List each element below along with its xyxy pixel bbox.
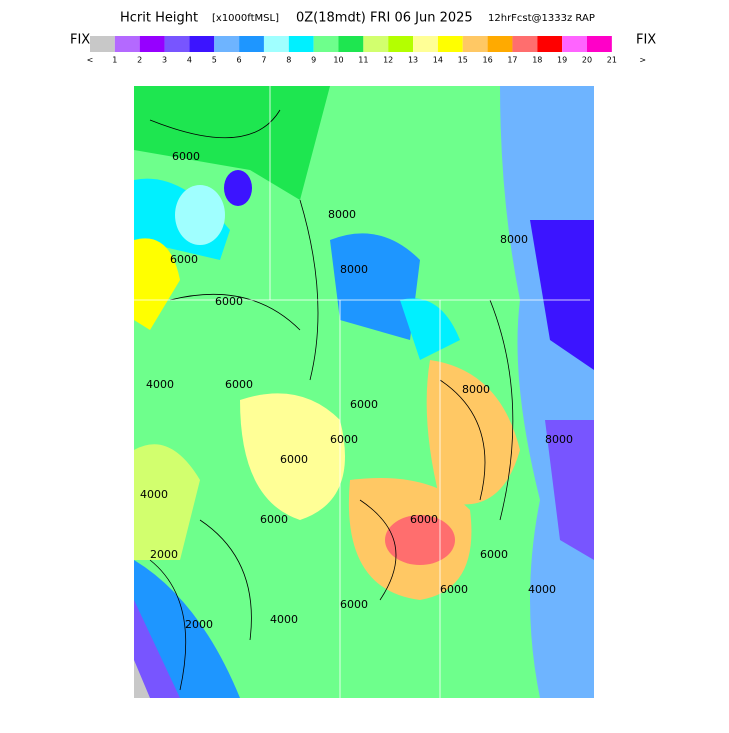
colorbar-swatch [214, 36, 240, 52]
contour-label: 4000 [146, 378, 174, 391]
contour-label: 6000 [340, 598, 368, 611]
colorbar-label: 10 [333, 56, 343, 65]
colorbar-label: 16 [483, 56, 493, 65]
fix-left: FIX [70, 33, 90, 48]
colorbar-label: 2 [137, 56, 142, 65]
contour-label: 6000 [280, 453, 308, 466]
colorbar-swatch [338, 36, 364, 52]
colorbar-swatch [437, 36, 463, 52]
colorbar-label: 4 [187, 56, 192, 65]
colorbar-label: 11 [358, 56, 368, 65]
colorbar-label: 14 [433, 56, 443, 65]
colorbar-swatch [462, 36, 488, 52]
colorbar-label: 21 [607, 56, 617, 65]
title-model: 12hrFcst@1333z RAP [488, 13, 595, 24]
colorbar-label: 19 [557, 56, 567, 65]
title-time: 0Z(18mdt) FRI 06 Jun 2025 [296, 11, 473, 26]
contour-label: 6000 [330, 433, 358, 446]
contour-label: 4000 [270, 613, 298, 626]
contour-label: 6000 [480, 548, 508, 561]
colorbar-swatch [512, 36, 538, 52]
contour-label: 8000 [545, 433, 573, 446]
colorbar-label: 13 [408, 56, 418, 65]
contour-label: 6000 [440, 583, 468, 596]
colorbar-swatch [239, 36, 264, 52]
colorbar-label: 17 [507, 56, 517, 65]
colorbar-label: 9 [311, 56, 316, 65]
colorbar-swatch [90, 36, 115, 52]
colorbar-label: 8 [286, 56, 291, 65]
contour-label: 2000 [150, 548, 178, 561]
colorbar-swatch [288, 36, 314, 52]
contour-label: 8000 [340, 263, 368, 276]
colorbar-label: < [87, 56, 94, 65]
contour-label: 6000 [215, 295, 243, 308]
colorbar-label: 18 [532, 56, 542, 65]
colorbar-swatch [114, 36, 140, 52]
contour-label: 6000 [350, 398, 378, 411]
colorbar-swatch [139, 36, 165, 52]
contour-label: 4000 [528, 583, 556, 596]
colorbar-label: 5 [212, 56, 217, 65]
colorbar-label: 20 [582, 56, 592, 65]
contour-label: 2000 [185, 618, 213, 631]
colorbar-swatch [313, 36, 339, 52]
colorbar-label: 12 [383, 56, 393, 65]
colorbar-label: 1 [112, 56, 117, 65]
colorbar-swatch [587, 36, 612, 52]
colorbar-swatch [263, 36, 289, 52]
fix-right: FIX [636, 33, 656, 48]
colorbar-swatch [487, 36, 513, 52]
colorbar-swatch [562, 36, 587, 52]
title: Hcrit Height [120, 11, 198, 26]
colorbar-label: 3 [162, 56, 167, 65]
contour-label: 6000 [410, 513, 438, 526]
colorbar-swatch [413, 36, 438, 52]
colorbar-label: 7 [261, 56, 266, 65]
contour-label: 8000 [328, 208, 356, 221]
contour-label: 6000 [225, 378, 253, 391]
title-units: [x1000ftMSL] [212, 13, 279, 24]
contour-label: 4000 [140, 488, 168, 501]
colorbar-label: 6 [237, 56, 242, 65]
colorbar-swatch [388, 36, 414, 52]
contour-label: 6000 [172, 150, 200, 163]
colorbar-swatch [189, 36, 215, 52]
map-field [134, 86, 594, 698]
contour-label: 8000 [462, 383, 490, 396]
colorbar-swatch [537, 36, 563, 52]
colorbar: <1 2 3 4 5 6 7 8 9 10 11 12 13 14 15 16 17 18 19 20 21 > [87, 36, 646, 65]
colorbar-label: > [639, 56, 646, 65]
colorbar-swatch [363, 36, 389, 52]
contour-label: 6000 [260, 513, 288, 526]
contour-label: 8000 [500, 233, 528, 246]
contour-label: 6000 [170, 253, 198, 266]
colorbar-swatch [164, 36, 190, 52]
colorbar-label: 15 [458, 56, 468, 65]
